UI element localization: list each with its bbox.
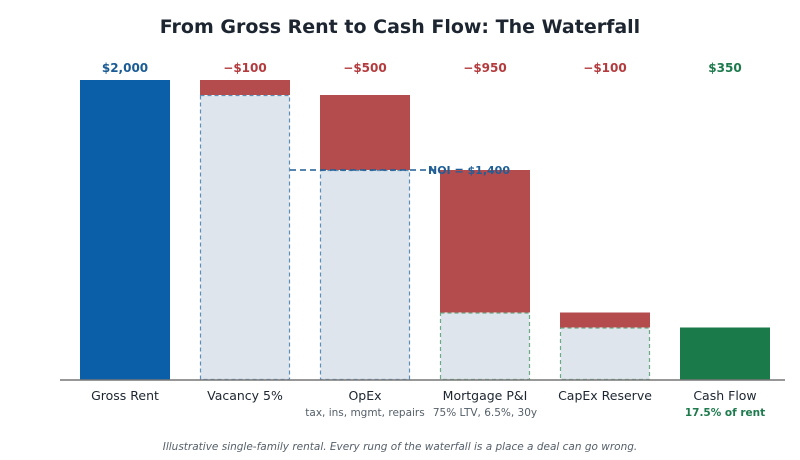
bar-0-total — [80, 80, 170, 380]
value-label-5: $350 — [708, 61, 741, 75]
category-label-2: OpEx — [348, 388, 381, 403]
category-label-4: CapEx Reserve — [558, 388, 652, 403]
value-label-4: −$100 — [583, 61, 626, 75]
bar-1-remaining — [199, 94, 291, 381]
bar-3-decrease — [440, 170, 530, 313]
chart-title: From Gross Rent to Cash Flow: The Waterf… — [160, 16, 640, 38]
category-label-5: Cash Flow — [693, 388, 756, 403]
noi-reference-label: NOI = $1,400 — [428, 164, 510, 177]
bar-2-decrease — [320, 95, 410, 170]
bars-layer — [80, 80, 770, 381]
bar-4-decrease — [560, 312, 650, 328]
labels-layer: $2,000 Gross Rent −$100 Vacancy 5% −$500 OpEx… — [91, 61, 765, 419]
value-label-2: −$500 — [343, 61, 386, 75]
category-label-3: Mortgage P&I — [443, 388, 528, 403]
category-sublabel-3: 75% LTV, 6.5%, 30y — [433, 407, 537, 419]
category-label-1: Vacancy 5% — [207, 388, 283, 403]
category-sublabel-5: 17.5% of rent — [685, 407, 765, 419]
bar-2-remaining — [319, 169, 411, 381]
value-label-3: −$950 — [463, 61, 506, 75]
bar-1-decrease — [200, 80, 290, 95]
value-label-0: $2,000 — [102, 61, 148, 75]
bar-4-remaining — [559, 327, 651, 381]
category-label-0: Gross Rent — [91, 388, 159, 403]
footnote: Illustrative single-family rental. Every… — [163, 441, 638, 453]
bar-3-remaining — [439, 312, 531, 381]
value-label-1: −$100 — [223, 61, 266, 75]
category-sublabel-2: tax, ins, mgmt, repairs — [305, 407, 424, 419]
bar-5-result — [680, 327, 770, 380]
